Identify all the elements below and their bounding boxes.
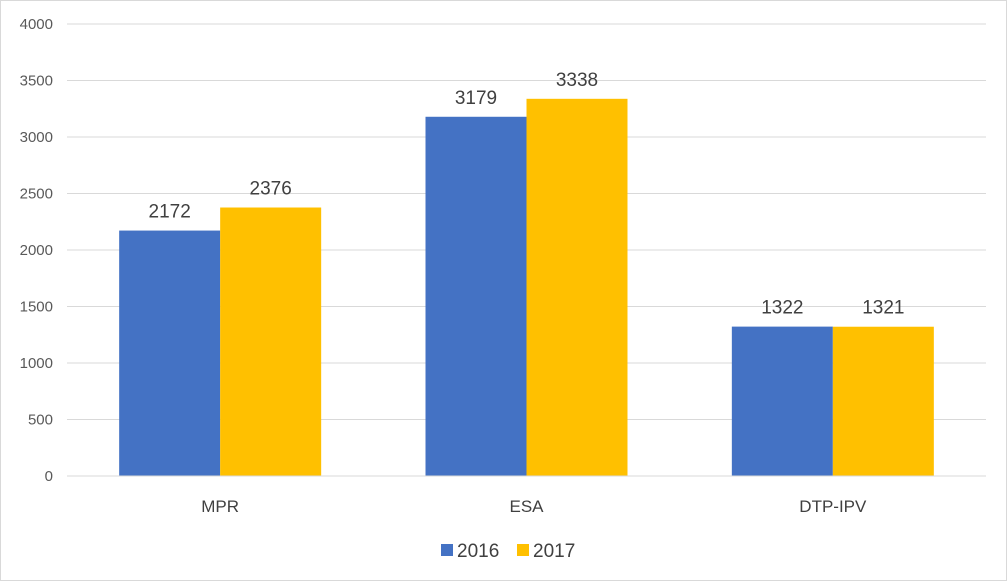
bar-2017-ESA (526, 98, 628, 476)
data-label: 1321 (862, 298, 904, 319)
bar-2016-MPR (119, 230, 221, 476)
data-label: 2376 (250, 179, 292, 200)
y-tick-label: 4000 (20, 16, 53, 33)
bar-2016-ESA (425, 116, 527, 476)
y-tick-label: 3500 (20, 73, 53, 90)
data-label: 1322 (761, 298, 803, 319)
bar-2017-DTP-IPV (832, 326, 934, 476)
legend-label: 2017 (533, 541, 575, 562)
legend-swatch (517, 544, 529, 556)
bar-2016-DTP-IPV (731, 326, 833, 476)
legend-label: 2016 (457, 541, 499, 562)
y-tick-label: 1000 (20, 355, 53, 372)
bar-2017-MPR (220, 207, 322, 476)
x-tick-label: DTP-IPV (799, 497, 867, 516)
data-label: 3338 (556, 70, 598, 91)
y-tick-label: 0 (45, 468, 53, 485)
x-tick-label: MPR (201, 497, 239, 516)
y-tick-label: 1500 (20, 299, 53, 316)
y-tick-label: 2000 (20, 242, 53, 259)
y-tick-label: 3000 (20, 129, 53, 146)
x-tick-label: ESA (509, 497, 544, 516)
y-tick-label: 2500 (20, 186, 53, 203)
y-tick-label: 500 (28, 412, 53, 429)
legend-swatch (441, 544, 453, 556)
data-label: 3179 (455, 88, 497, 109)
data-label: 2172 (149, 202, 191, 223)
